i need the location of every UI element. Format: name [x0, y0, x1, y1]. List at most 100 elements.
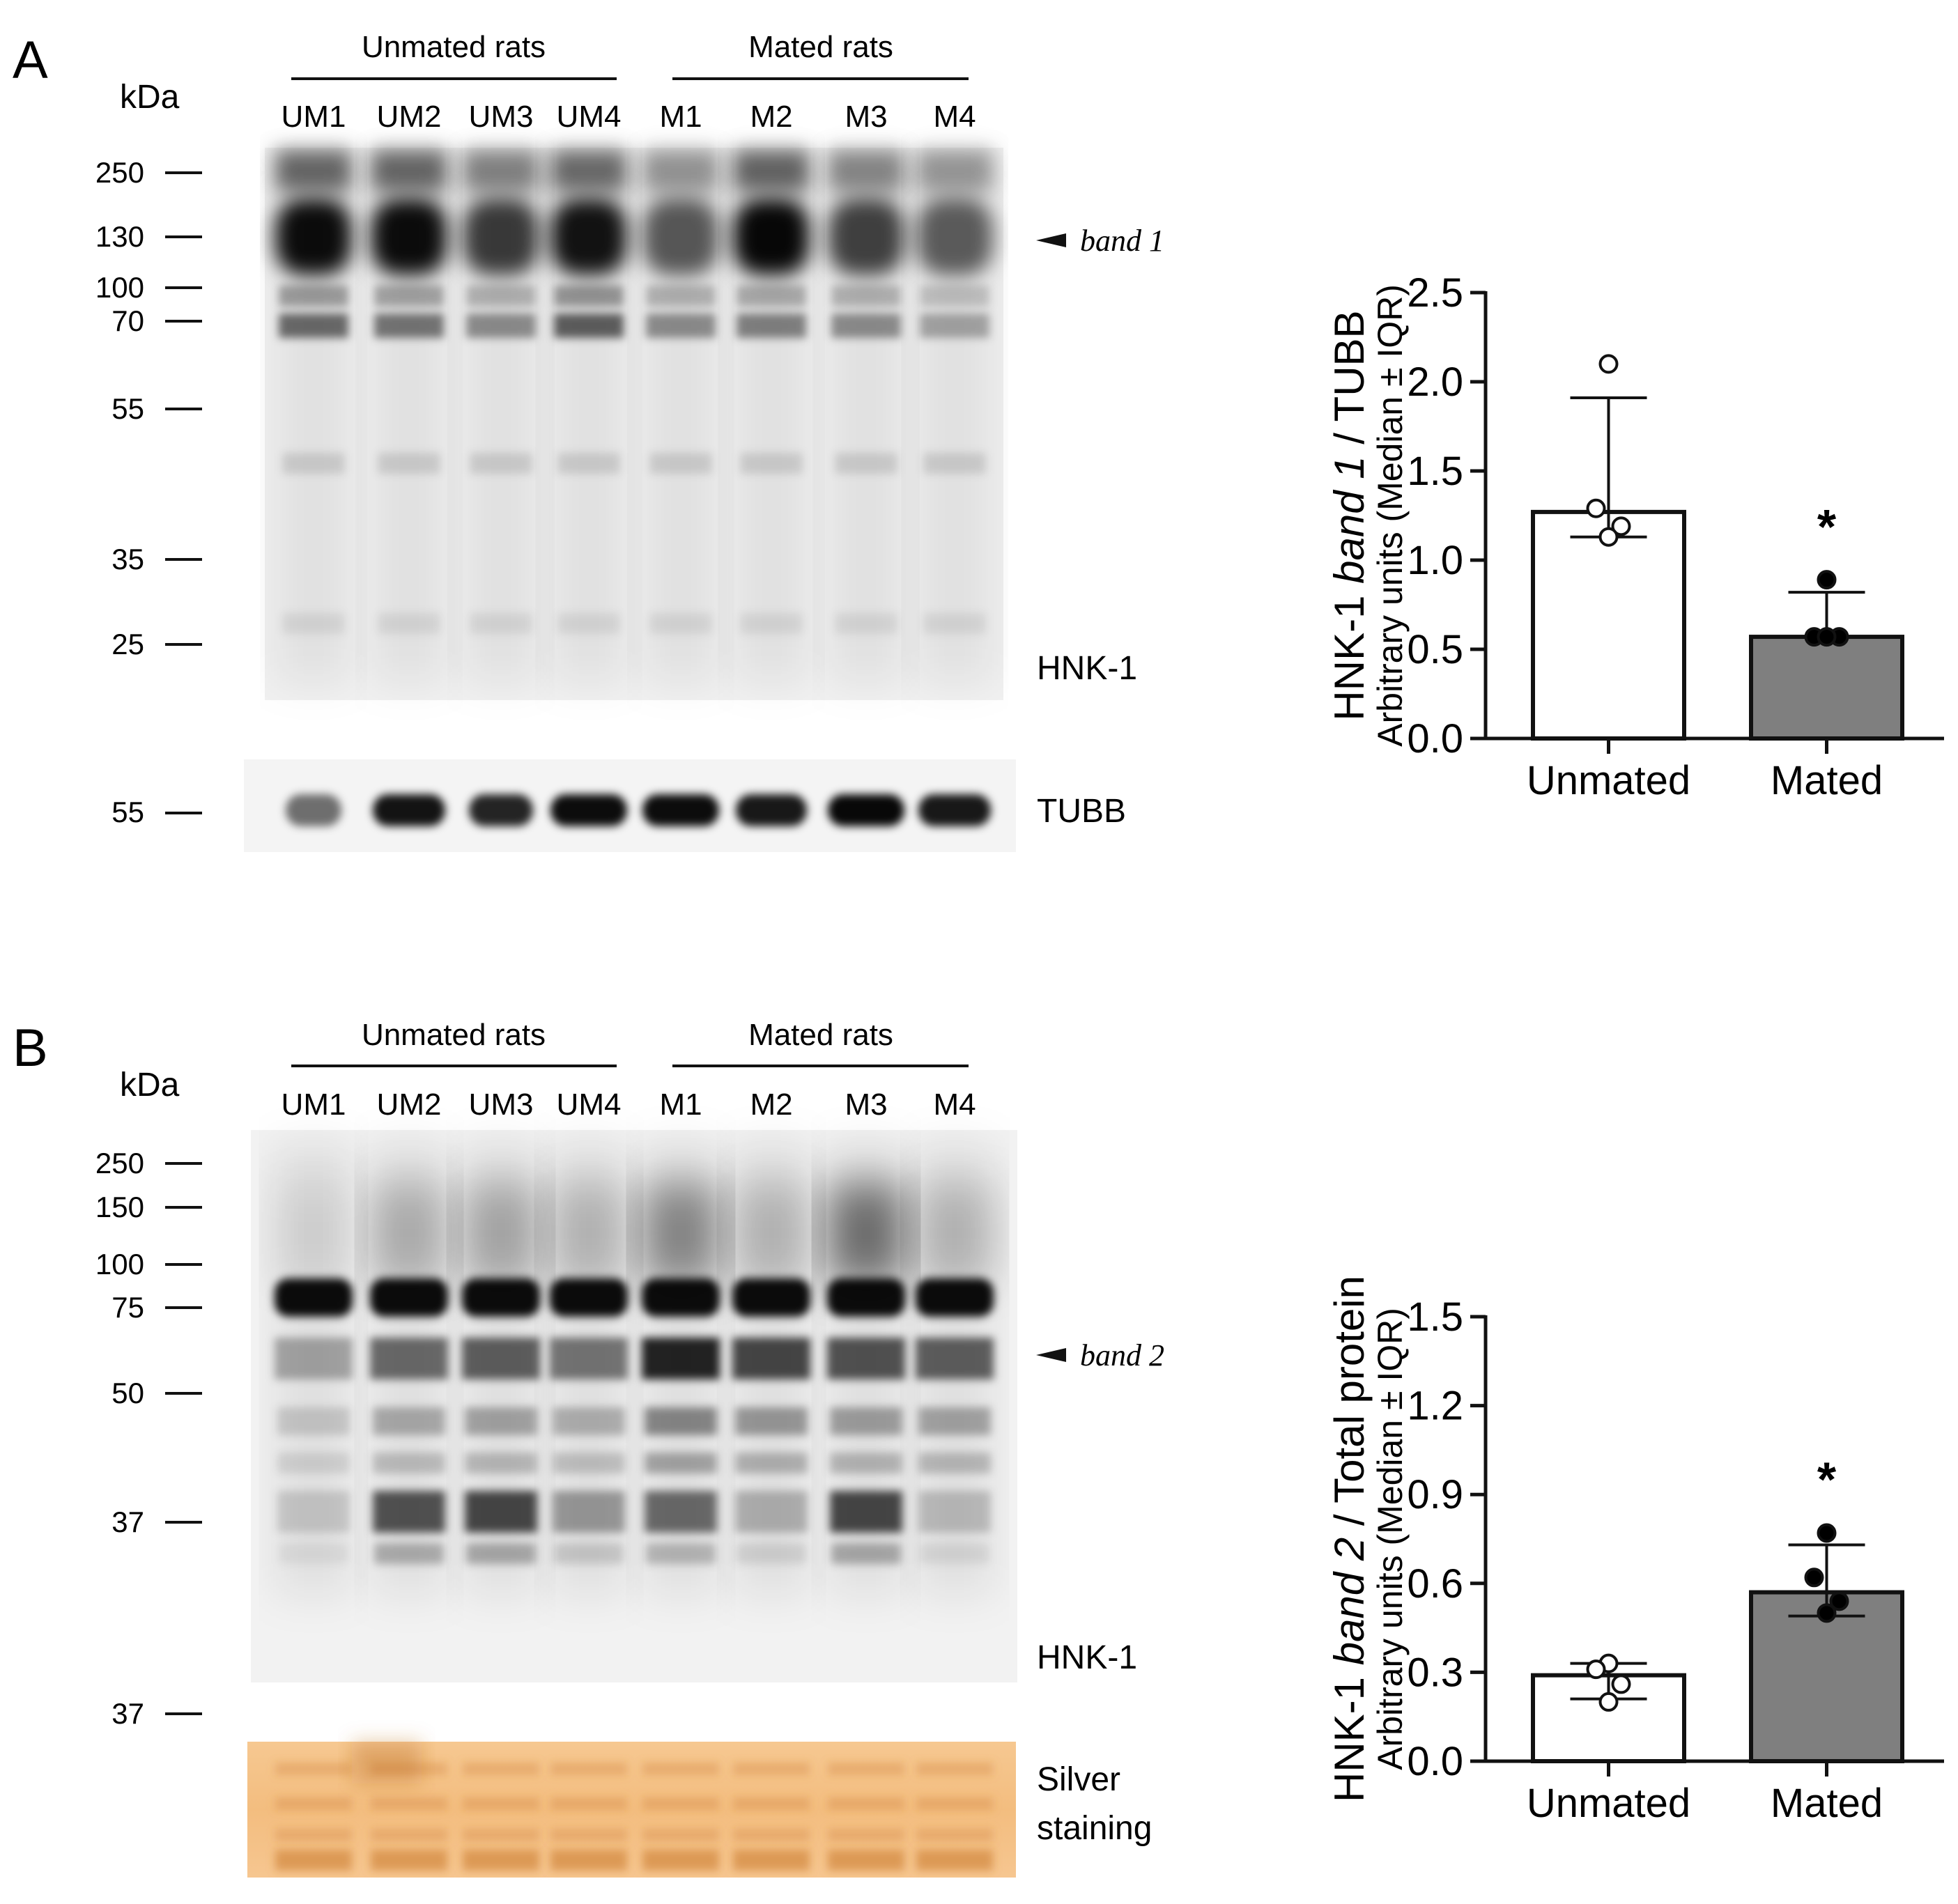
y-axis-label-prefix: HNK-1 — [1326, 584, 1373, 721]
y-tick-label: 1.2 — [1407, 1384, 1463, 1429]
lane-label: UM2 — [377, 100, 442, 134]
lane-label: M3 — [845, 100, 887, 134]
lane-label: UM1 — [282, 1088, 346, 1122]
kda-label-b: kDa — [120, 1067, 180, 1104]
x-tick-label: Unmated — [1527, 758, 1690, 803]
panel-a: A kDa Unmated rats Mated rats UM1 UM2 UM3 U… — [13, 30, 1164, 852]
data-point — [1817, 1603, 1837, 1623]
data-point — [1611, 516, 1631, 536]
lane-label: M2 — [750, 100, 792, 134]
y-axis-label: HNK-1 band 2 / Total protein — [1326, 1276, 1373, 1802]
y-tick-label: 0.6 — [1407, 1561, 1463, 1607]
y-tick-label: 1.5 — [1407, 1294, 1463, 1340]
lane-labels-a: UM1 UM2 UM3 UM4 M1 M2 M3 M4 — [282, 100, 976, 134]
band-1-arrow — [1036, 233, 1066, 247]
y-tick-label: 0.3 — [1407, 1650, 1463, 1695]
blot-hnk1-a — [265, 148, 1003, 700]
y-tick-label: 0.5 — [1407, 627, 1463, 672]
x-tick-label: Mated — [1771, 758, 1883, 803]
group-label-unmated-a: Unmated rats — [362, 30, 546, 64]
y-axis-label-band: band 1 — [1326, 456, 1373, 584]
lane-label: M4 — [933, 1088, 976, 1122]
kda-marker-label: 50 — [111, 1377, 144, 1409]
data-point — [1598, 1692, 1619, 1712]
group-label-mated-a: Mated rats — [748, 30, 893, 64]
data-point — [1586, 1659, 1606, 1680]
blot-hnk1-b — [251, 1130, 1017, 1682]
lane-labels-b: UM1 UM2 UM3 UM4 M1 M2 M3 M4 — [282, 1088, 976, 1122]
chart-band1: 0.0 0.5 1.0 1.5 2.0 2.5 Unmated Mated * HNK-1 ban… — [1326, 270, 1944, 803]
kda-marker-label: 37 — [111, 1506, 144, 1538]
bar-mated — [1749, 635, 1904, 741]
data-point — [1586, 498, 1606, 518]
blot-tubb — [244, 759, 1016, 852]
y-tick-label: 1.5 — [1407, 449, 1463, 494]
antibody-label-a: HNK-1 — [1037, 650, 1137, 687]
kda-label-a: kDa — [120, 79, 180, 116]
y-axis-sublabel: Arbitrary units (Median ± IQR) — [1371, 284, 1410, 747]
kda-marker-label: 250 — [95, 156, 144, 189]
kda-marker-label: 25 — [111, 628, 144, 660]
significance-star: * — [1817, 500, 1837, 554]
data-point — [1817, 1523, 1837, 1543]
kda-marker-label: 100 — [95, 1248, 144, 1280]
lane-label: UM3 — [469, 100, 534, 134]
panel-b-letter: B — [13, 1019, 48, 1078]
x-tick-label: Mated — [1771, 1781, 1883, 1826]
tubb-marker-label: 55 — [111, 796, 144, 828]
data-point — [1817, 627, 1837, 647]
kda-marker-label: 35 — [111, 543, 144, 575]
x-tick-label: Unmated — [1527, 1781, 1690, 1826]
lane-label: M3 — [845, 1088, 887, 1122]
y-tick-label: 0.0 — [1407, 1739, 1463, 1784]
y-axis-label-band: band 2 — [1326, 1538, 1373, 1666]
lane-label: UM3 — [469, 1088, 534, 1122]
kda-marker-label: 55 — [111, 392, 144, 425]
silver-label-line1: Silver — [1037, 1761, 1120, 1798]
panel-a-letter: A — [13, 31, 48, 90]
group-label-unmated-b: Unmated rats — [362, 1018, 546, 1052]
data-point — [1611, 1674, 1631, 1694]
chart-band2: 0.0 0.3 0.6 0.9 1.2 1.5 Unmated Mated * HNK-1 ban… — [1326, 1276, 1944, 1826]
y-tick-label: 0.0 — [1407, 716, 1463, 761]
data-point — [1804, 1568, 1824, 1588]
lane-label: UM4 — [557, 1088, 622, 1122]
y-axis-label-suffix: / Total protein — [1326, 1276, 1373, 1538]
lane-label: UM2 — [377, 1088, 442, 1122]
y-tick-label: 2.0 — [1407, 359, 1463, 405]
kda-marker-label: 130 — [95, 220, 144, 253]
kda-marker-label: 150 — [95, 1191, 144, 1223]
band-1-label: band 1 — [1080, 224, 1164, 258]
significance-star: * — [1817, 1453, 1837, 1507]
kda-marker-label: 70 — [111, 304, 144, 337]
silver-marker-label: 37 — [111, 1697, 144, 1730]
y-axis-label-prefix: HNK-1 — [1326, 1665, 1373, 1802]
group-label-mated-b: Mated rats — [748, 1018, 893, 1052]
y-tick-label: 0.9 — [1407, 1472, 1463, 1517]
data-point — [1817, 570, 1837, 590]
data-point — [1598, 527, 1619, 547]
y-tick-label: 2.5 — [1407, 270, 1463, 316]
band-2-arrow — [1036, 1348, 1066, 1362]
blot-silver-staining — [247, 1742, 1016, 1878]
y-tick-label: 1.0 — [1407, 538, 1463, 583]
antibody-label-b: HNK-1 — [1037, 1639, 1137, 1676]
bar-unmated — [1531, 509, 1686, 741]
panel-b: B kDa Unmated rats Mated rats UM1 UM2 UM3 U… — [13, 1018, 1164, 1878]
data-point — [1598, 354, 1619, 374]
y-axis-label: HNK-1 band 1 / TUBB — [1326, 310, 1373, 720]
band-2-label: band 2 — [1080, 1338, 1164, 1372]
lane-label: M1 — [659, 100, 702, 134]
kda-marker-label: 250 — [95, 1147, 144, 1179]
data-point — [1829, 1591, 1849, 1611]
silver-label-line2: staining — [1037, 1810, 1152, 1847]
loading-label-tubb: TUBB — [1037, 793, 1126, 830]
lane-label: UM4 — [557, 100, 622, 134]
lane-label: M2 — [750, 1088, 792, 1122]
lane-label: UM1 — [282, 100, 346, 134]
kda-markers-b: 250 150 100 75 50 37 — [95, 1147, 202, 1538]
kda-marker-label: 100 — [95, 271, 144, 304]
kda-marker-label: 75 — [111, 1291, 144, 1324]
